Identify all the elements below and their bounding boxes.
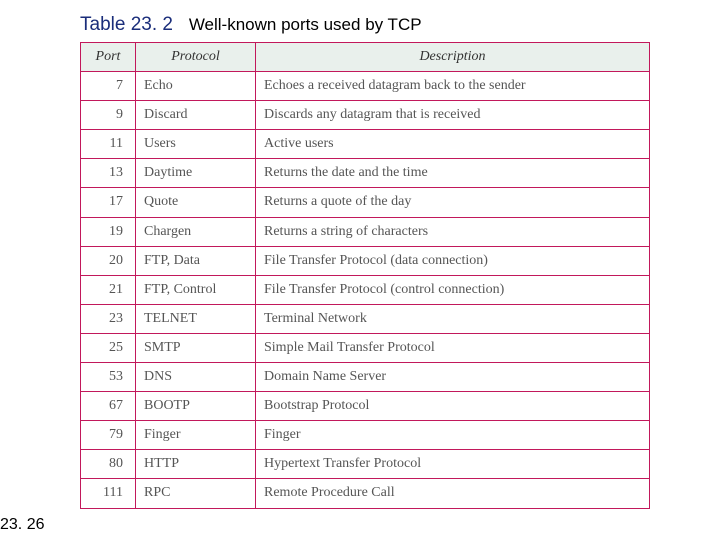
table-body: 7EchoEchoes a received datagram back to …: [81, 72, 650, 508]
table-row: 11UsersActive users: [81, 130, 650, 159]
table-row: 9DiscardDiscards any datagram that is re…: [81, 101, 650, 130]
table-row: 13DaytimeReturns the date and the time: [81, 159, 650, 188]
cell-protocol: SMTP: [136, 333, 256, 362]
cell-protocol: Discard: [136, 101, 256, 130]
table-row: 53DNSDomain Name Server: [81, 363, 650, 392]
cell-description: Remote Procedure Call: [256, 479, 650, 508]
table-row: 23TELNETTerminal Network: [81, 304, 650, 333]
table-row: 111RPCRemote Procedure Call: [81, 479, 650, 508]
table-caption: Well-known ports used by TCP: [189, 15, 422, 34]
cell-description: File Transfer Protocol (control connecti…: [256, 275, 650, 304]
table-row: 25SMTPSimple Mail Transfer Protocol: [81, 333, 650, 362]
cell-description: Hypertext Transfer Protocol: [256, 450, 650, 479]
cell-protocol: Users: [136, 130, 256, 159]
page: Table 23. 2 Well-known ports used by TCP…: [0, 0, 720, 540]
cell-port: 53: [81, 363, 136, 392]
cell-description: Simple Mail Transfer Protocol: [256, 333, 650, 362]
cell-protocol: Daytime: [136, 159, 256, 188]
table-row: 19ChargenReturns a string of characters: [81, 217, 650, 246]
ports-table-wrap: Port Protocol Description 7EchoEchoes a …: [80, 42, 650, 509]
cell-port: 67: [81, 392, 136, 421]
cell-description: Returns a quote of the day: [256, 188, 650, 217]
cell-description: Active users: [256, 130, 650, 159]
cell-description: Terminal Network: [256, 304, 650, 333]
col-header-port: Port: [81, 43, 136, 72]
cell-description: Echoes a received datagram back to the s…: [256, 72, 650, 101]
cell-port: 21: [81, 275, 136, 304]
cell-port: 111: [81, 479, 136, 508]
cell-protocol: FTP, Control: [136, 275, 256, 304]
table-title: Table 23. 2 Well-known ports used by TCP: [80, 14, 422, 36]
cell-protocol: Quote: [136, 188, 256, 217]
cell-protocol: DNS: [136, 363, 256, 392]
cell-port: 79: [81, 421, 136, 450]
table-row: 17QuoteReturns a quote of the day: [81, 188, 650, 217]
col-header-description: Description: [256, 43, 650, 72]
table-row: 79FingerFinger: [81, 421, 650, 450]
cell-description: Returns a string of characters: [256, 217, 650, 246]
cell-protocol: Echo: [136, 72, 256, 101]
cell-protocol: HTTP: [136, 450, 256, 479]
cell-description: File Transfer Protocol (data connection): [256, 246, 650, 275]
table-header-row: Port Protocol Description: [81, 43, 650, 72]
cell-port: 11: [81, 130, 136, 159]
table-row: 67BOOTPBootstrap Protocol: [81, 392, 650, 421]
cell-description: Finger: [256, 421, 650, 450]
table-row: 7EchoEchoes a received datagram back to …: [81, 72, 650, 101]
cell-port: 23: [81, 304, 136, 333]
cell-port: 80: [81, 450, 136, 479]
cell-port: 17: [81, 188, 136, 217]
cell-port: 20: [81, 246, 136, 275]
cell-protocol: Chargen: [136, 217, 256, 246]
cell-protocol: TELNET: [136, 304, 256, 333]
table-row: 80HTTPHypertext Transfer Protocol: [81, 450, 650, 479]
cell-port: 9: [81, 101, 136, 130]
cell-description: Discards any datagram that is received: [256, 101, 650, 130]
cell-port: 13: [81, 159, 136, 188]
cell-port: 25: [81, 333, 136, 362]
table-number: Table 23. 2: [80, 14, 173, 35]
cell-port: 7: [81, 72, 136, 101]
cell-protocol: BOOTP: [136, 392, 256, 421]
table-row: 21FTP, ControlFile Transfer Protocol (co…: [81, 275, 650, 304]
cell-protocol: FTP, Data: [136, 246, 256, 275]
cell-port: 19: [81, 217, 136, 246]
cell-description: Returns the date and the time: [256, 159, 650, 188]
ports-table: Port Protocol Description 7EchoEchoes a …: [80, 42, 650, 509]
col-header-protocol: Protocol: [136, 43, 256, 72]
cell-description: Bootstrap Protocol: [256, 392, 650, 421]
cell-description: Domain Name Server: [256, 363, 650, 392]
cell-protocol: RPC: [136, 479, 256, 508]
table-row: 20FTP, DataFile Transfer Protocol (data …: [81, 246, 650, 275]
page-number: 23. 26: [0, 516, 44, 534]
cell-protocol: Finger: [136, 421, 256, 450]
